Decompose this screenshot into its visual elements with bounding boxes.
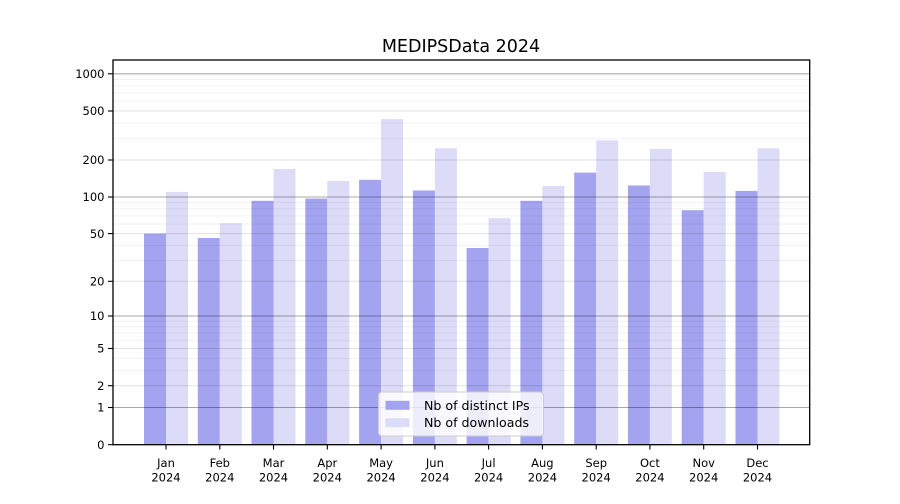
y-tick-label-5: 5 — [97, 342, 104, 356]
bar-nb-of-distinct-ips-sep — [574, 172, 597, 445]
chart-title: MEDIPSData 2024 — [382, 37, 540, 57]
x-tick-label-month-mar: Mar — [263, 456, 285, 470]
x-tick-label-month-jan: Jan — [156, 456, 175, 470]
x-tick-label-year-aug: 2024 — [528, 471, 557, 485]
y-tick-label-50: 50 — [90, 227, 105, 241]
y-tick-label-0: 0 — [97, 438, 104, 452]
bar-nb-of-distinct-ips-oct — [627, 185, 650, 445]
x-tick-label-year-jun: 2024 — [420, 471, 449, 485]
bar-nb-of-downloads-oct — [649, 149, 672, 445]
x-tick-label-month-jul: Jul — [481, 456, 496, 470]
y-tick-label-1000: 1000 — [75, 67, 104, 81]
bar-nb-of-downloads-may — [381, 119, 404, 445]
bar-nb-of-distinct-ips-nov — [681, 210, 704, 445]
x-tick-label-month-nov: Nov — [692, 456, 715, 470]
bar-nb-of-distinct-ips-jun — [412, 190, 435, 445]
bar-nb-of-downloads-jul — [488, 218, 511, 445]
x-tick-label-year-oct: 2024 — [635, 471, 664, 485]
axes-layer: 01251020501002005001000Jan2024Feb2024Mar… — [75, 59, 811, 485]
x-tick-label-year-feb: 2024 — [205, 471, 234, 485]
y-tick-label-2: 2 — [97, 379, 104, 393]
y-tick-label-1: 1 — [97, 401, 104, 415]
bar-nb-of-distinct-ips-apr — [305, 198, 328, 445]
bar-nb-of-downloads-nov — [703, 171, 726, 445]
y-tick-label-100: 100 — [83, 190, 105, 204]
x-tick-label-month-may: May — [369, 456, 393, 470]
bar-nb-of-distinct-ips-may — [359, 179, 382, 445]
bar-nb-of-downloads-dec — [757, 148, 780, 445]
bar-nb-of-downloads-sep — [596, 140, 619, 445]
x-tick-label-year-jan: 2024 — [151, 471, 180, 485]
x-tick-label-month-oct: Oct — [640, 456, 660, 470]
plot-spines — [112, 59, 811, 446]
bar-nb-of-distinct-ips-feb — [197, 238, 220, 445]
x-tick-label-month-feb: Feb — [210, 456, 230, 470]
legend: Nb of distinct IPs Nb of downloads — [378, 391, 544, 437]
y-tick-label-10: 10 — [90, 309, 105, 323]
legend-label-distinct-ips: Nb of distinct IPs — [424, 398, 530, 413]
bar-nb-of-downloads-jan — [166, 191, 188, 445]
bar-nb-of-distinct-ips-jan — [144, 233, 166, 445]
bar-nb-of-distinct-ips-dec — [735, 190, 758, 445]
grid-layer — [113, 73, 809, 409]
bar-nb-of-downloads-apr — [327, 181, 350, 445]
bars-layer — [144, 119, 780, 445]
bar-nb-of-downloads-feb — [219, 223, 242, 445]
x-tick-label-year-apr: 2024 — [313, 471, 342, 485]
bar-nb-of-distinct-ips-aug — [520, 200, 543, 445]
x-tick-label-year-nov: 2024 — [689, 471, 718, 485]
x-tick-label-year-mar: 2024 — [259, 471, 288, 485]
y-tick-label-500: 500 — [83, 104, 105, 118]
bar-nb-of-distinct-ips-mar — [251, 200, 274, 445]
legend-box — [378, 391, 544, 437]
bar-nb-of-downloads-jun — [434, 148, 457, 445]
bar-nb-of-downloads-mar — [273, 169, 296, 445]
x-tick-label-year-jul: 2024 — [474, 471, 503, 485]
x-tick-label-month-aug: Aug — [531, 456, 553, 470]
x-tick-label-month-apr: Apr — [317, 456, 337, 470]
x-tick-label-year-may: 2024 — [366, 471, 395, 485]
y-tick-label-200: 200 — [83, 153, 105, 167]
x-tick-label-year-sep: 2024 — [582, 471, 611, 485]
x-tick-label-year-dec: 2024 — [743, 471, 772, 485]
legend-swatch-downloads — [385, 418, 410, 428]
x-tick-label-month-dec: Dec — [746, 456, 768, 470]
x-tick-label-month-jun: Jun — [425, 456, 444, 470]
x-tick-label-month-sep: Sep — [585, 456, 607, 470]
legend-label-downloads: Nb of downloads — [424, 415, 529, 430]
y-tick-label-20: 20 — [90, 275, 105, 289]
bar-nb-of-downloads-aug — [542, 186, 565, 445]
legend-swatch-distinct-ips — [385, 400, 410, 410]
